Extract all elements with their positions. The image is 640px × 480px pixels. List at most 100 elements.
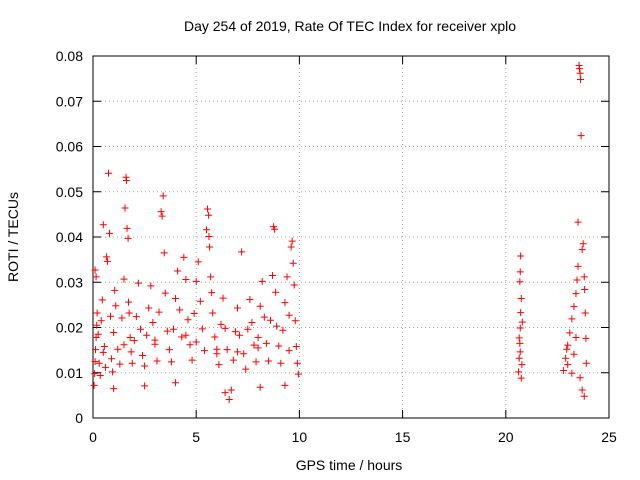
data-point: [141, 382, 149, 390]
data-point: [165, 346, 173, 354]
data-point: [576, 374, 584, 382]
data-point: [225, 395, 233, 403]
data-point: [207, 273, 215, 281]
data-point: [578, 386, 586, 394]
data-point: [93, 309, 101, 317]
data-point: [123, 224, 131, 232]
data-point: [206, 243, 214, 251]
data-point: [258, 277, 266, 285]
data-point: [292, 343, 300, 351]
data-point: [267, 316, 275, 324]
data-point: [205, 233, 213, 241]
data-point: [256, 302, 264, 310]
data-point: [110, 328, 118, 336]
data-point: [120, 341, 128, 349]
data-point: [134, 279, 142, 287]
data-point: [580, 273, 588, 281]
data-point: [99, 348, 107, 356]
data-point: [110, 385, 118, 393]
data-point: [516, 278, 524, 286]
data-point: [143, 331, 151, 339]
data-point: [159, 192, 167, 200]
data-point: [109, 368, 117, 376]
x-tick-label: 10: [292, 429, 308, 445]
data-point: [176, 306, 184, 314]
data-point: [568, 315, 576, 323]
data-point: [572, 290, 580, 298]
data-point: [153, 357, 161, 365]
data-point: [560, 366, 568, 374]
data-point: [582, 359, 590, 367]
x-tick-label: 5: [192, 429, 200, 445]
data-point: [582, 334, 590, 342]
data-point: [101, 363, 109, 371]
data-point: [172, 379, 180, 387]
data-point: [124, 234, 132, 242]
y-tick-label: 0.01: [56, 365, 83, 381]
x-tick-label: 0: [89, 429, 97, 445]
y-tick-label: 0.08: [56, 48, 83, 64]
data-point: [517, 252, 525, 260]
data-point: [100, 343, 108, 351]
y-tick-label: 0.07: [56, 93, 83, 109]
data-point: [128, 359, 136, 367]
data-point: [275, 342, 283, 350]
data-point: [289, 259, 297, 267]
data-point: [272, 288, 280, 296]
data-point: [178, 333, 186, 341]
data-point: [290, 281, 298, 289]
data-point: [203, 226, 211, 234]
data-point: [221, 324, 229, 332]
y-tick-label: 0.02: [56, 320, 83, 336]
data-point: [116, 360, 124, 368]
data-point: [184, 316, 192, 324]
y-tick-label: 0.04: [56, 229, 83, 245]
data-point: [118, 314, 126, 322]
data-point: [157, 208, 165, 216]
data-point: [575, 65, 583, 73]
data-point: [99, 221, 107, 229]
data-point: [293, 359, 301, 367]
data-point: [579, 240, 587, 248]
data-point: [516, 324, 524, 332]
data-point: [190, 309, 198, 317]
data-point: [200, 347, 208, 355]
data-point: [518, 361, 526, 369]
data-point: [238, 248, 246, 256]
data-point: [104, 169, 112, 177]
x-tick-label: 25: [601, 429, 617, 445]
data-point: [221, 389, 229, 397]
data-point: [240, 350, 248, 358]
data-point: [151, 336, 159, 344]
data-point: [570, 303, 578, 311]
data-point: [141, 362, 149, 370]
data-point: [516, 268, 524, 276]
x-tick-label: 20: [498, 429, 514, 445]
data-point: [114, 345, 122, 353]
data-point: [229, 356, 237, 364]
y-axis: 0 0.01 0.02 0.03 0.04 0.05 0.06 0.07 0.08: [56, 48, 609, 426]
data-point: [516, 339, 524, 347]
data-point: [294, 370, 302, 378]
data-point: [122, 176, 130, 184]
data-point: [160, 249, 168, 257]
data-point: [288, 237, 296, 245]
data-point: [233, 348, 241, 356]
data-point: [192, 338, 200, 346]
data-point: [566, 329, 574, 337]
data-point: [516, 348, 524, 356]
data-point: [92, 273, 100, 281]
data-point: [254, 333, 262, 341]
data-point: [112, 302, 120, 310]
data-point: [217, 320, 225, 328]
data-point: [518, 318, 526, 326]
data-point: [517, 295, 525, 303]
data-point: [581, 309, 589, 317]
data-point: [215, 361, 223, 369]
data-point: [91, 346, 99, 354]
data-point: [208, 289, 216, 297]
data-point: [242, 365, 250, 373]
data-point: [196, 297, 204, 305]
data-point: [277, 359, 285, 367]
